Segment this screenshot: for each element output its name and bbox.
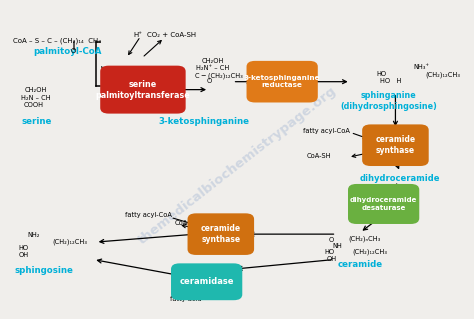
Text: CO₂ + CoA-SH: CO₂ + CoA-SH (146, 32, 196, 38)
Text: serine
palmitoyltransferase: serine palmitoyltransferase (96, 79, 190, 100)
Text: C ─ (CH₂)₁₂CH₃: C ─ (CH₂)₁₂CH₃ (194, 72, 242, 79)
Text: CH₂OH: CH₂OH (201, 58, 224, 64)
Text: COOH: COOH (23, 102, 44, 108)
Text: O: O (206, 78, 211, 84)
Text: O: O (329, 236, 334, 242)
Text: ceramidase: ceramidase (179, 277, 234, 286)
Text: sphinganine
(dihydrosphingosine): sphinganine (dihydrosphingosine) (340, 91, 437, 111)
Text: H₂N – CH: H₂N – CH (20, 94, 50, 100)
Text: fatty acid: fatty acid (170, 296, 201, 301)
FancyBboxPatch shape (246, 61, 318, 102)
Text: HO   H: HO H (380, 78, 401, 84)
Text: sphingosine: sphingosine (14, 266, 73, 275)
Text: NH: NH (332, 243, 342, 249)
Text: OH: OH (18, 252, 28, 258)
Text: ceramide
synthase: ceramide synthase (375, 135, 416, 155)
Text: CoA-SH: CoA-SH (306, 153, 331, 159)
Text: fatty acyl-CoA: fatty acyl-CoA (125, 212, 172, 218)
Text: CoA – S – C – (CH₂)₁₄  CH₃: CoA – S – C – (CH₂)₁₄ CH₃ (13, 37, 101, 44)
Text: CH₂OH: CH₂OH (24, 87, 46, 93)
Text: H₂N⁺ – CH: H₂N⁺ – CH (196, 65, 229, 71)
Text: NH₃⁺: NH₃⁺ (413, 64, 429, 70)
FancyBboxPatch shape (100, 66, 186, 114)
Text: HO: HO (18, 245, 28, 251)
Text: dihydroceramide
desaturase: dihydroceramide desaturase (350, 197, 417, 211)
Text: palmitoyl-CoA: palmitoyl-CoA (34, 47, 102, 56)
Text: ceramide: ceramide (337, 260, 383, 269)
Text: 3-ketosphinganine: 3-ketosphinganine (159, 117, 250, 126)
Text: (CH₂)₁₂CH₃: (CH₂)₁₂CH₃ (352, 249, 387, 256)
FancyBboxPatch shape (362, 124, 428, 166)
Text: (CH₂)ₙCH₃: (CH₂)ₙCH₃ (349, 236, 381, 242)
Text: ceramide
synthase: ceramide synthase (201, 224, 241, 244)
Text: O: O (71, 48, 76, 54)
Text: fatty acyl-CoA: fatty acyl-CoA (302, 128, 349, 134)
FancyBboxPatch shape (171, 263, 242, 300)
Text: ‖: ‖ (72, 41, 75, 50)
Text: HO: HO (376, 71, 386, 78)
Text: NH₂: NH₂ (27, 232, 40, 238)
Text: (CH₂)₁₂CH₃: (CH₂)₁₂CH₃ (425, 71, 460, 78)
Text: (CH₂)₁₂CH₃: (CH₂)₁₂CH₃ (52, 239, 87, 245)
Text: serine: serine (21, 117, 52, 126)
Text: HO: HO (324, 249, 335, 255)
Text: CoA-SH: CoA-SH (175, 220, 200, 226)
FancyBboxPatch shape (348, 184, 419, 224)
Text: H⁺: H⁺ (134, 32, 143, 38)
Text: 3-ketosphinganine
reductase: 3-ketosphinganine reductase (244, 75, 320, 88)
Text: themedicalbiochemistrypage.org: themedicalbiochemistrypage.org (136, 85, 339, 247)
Text: OH: OH (327, 256, 337, 262)
FancyBboxPatch shape (188, 213, 254, 255)
Text: dihydroceramide: dihydroceramide (360, 174, 440, 183)
